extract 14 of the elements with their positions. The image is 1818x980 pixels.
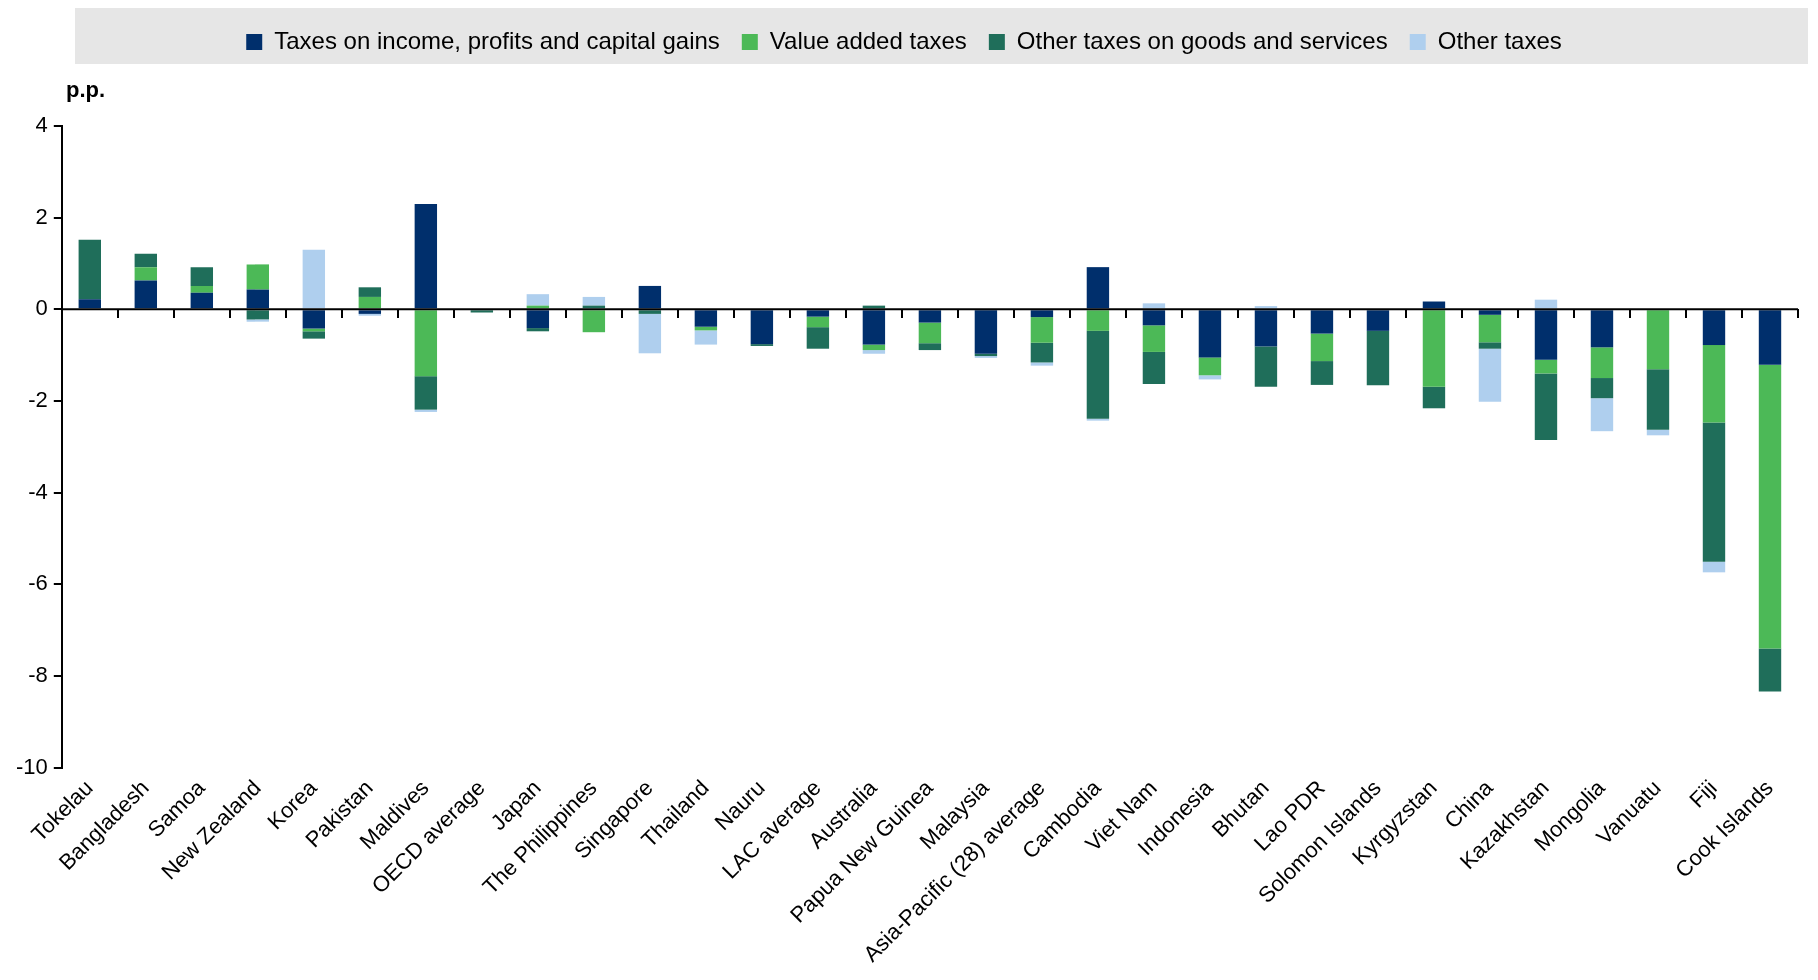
y-axis-title: p.p. [66,77,106,103]
legend-label: Taxes on income, profits and capital gains [274,26,720,54]
y-tick-label: -4 [28,478,48,504]
y-tick-label: -6 [28,570,48,596]
legend-label: Other taxes [1437,26,1562,54]
legend-label: Value added taxes [769,26,967,54]
y-tick-label: -10 [16,753,48,779]
y-tick-label: 2 [35,203,48,229]
y-tick-label: 4 [35,112,48,138]
x-tick-label: Fiji [1684,775,1722,813]
y-tick-label: -8 [28,661,48,687]
y-tick-label: -2 [28,387,48,413]
legend-label: Other taxes on goods and services [1016,26,1388,54]
y-tick-label: 0 [35,295,48,321]
